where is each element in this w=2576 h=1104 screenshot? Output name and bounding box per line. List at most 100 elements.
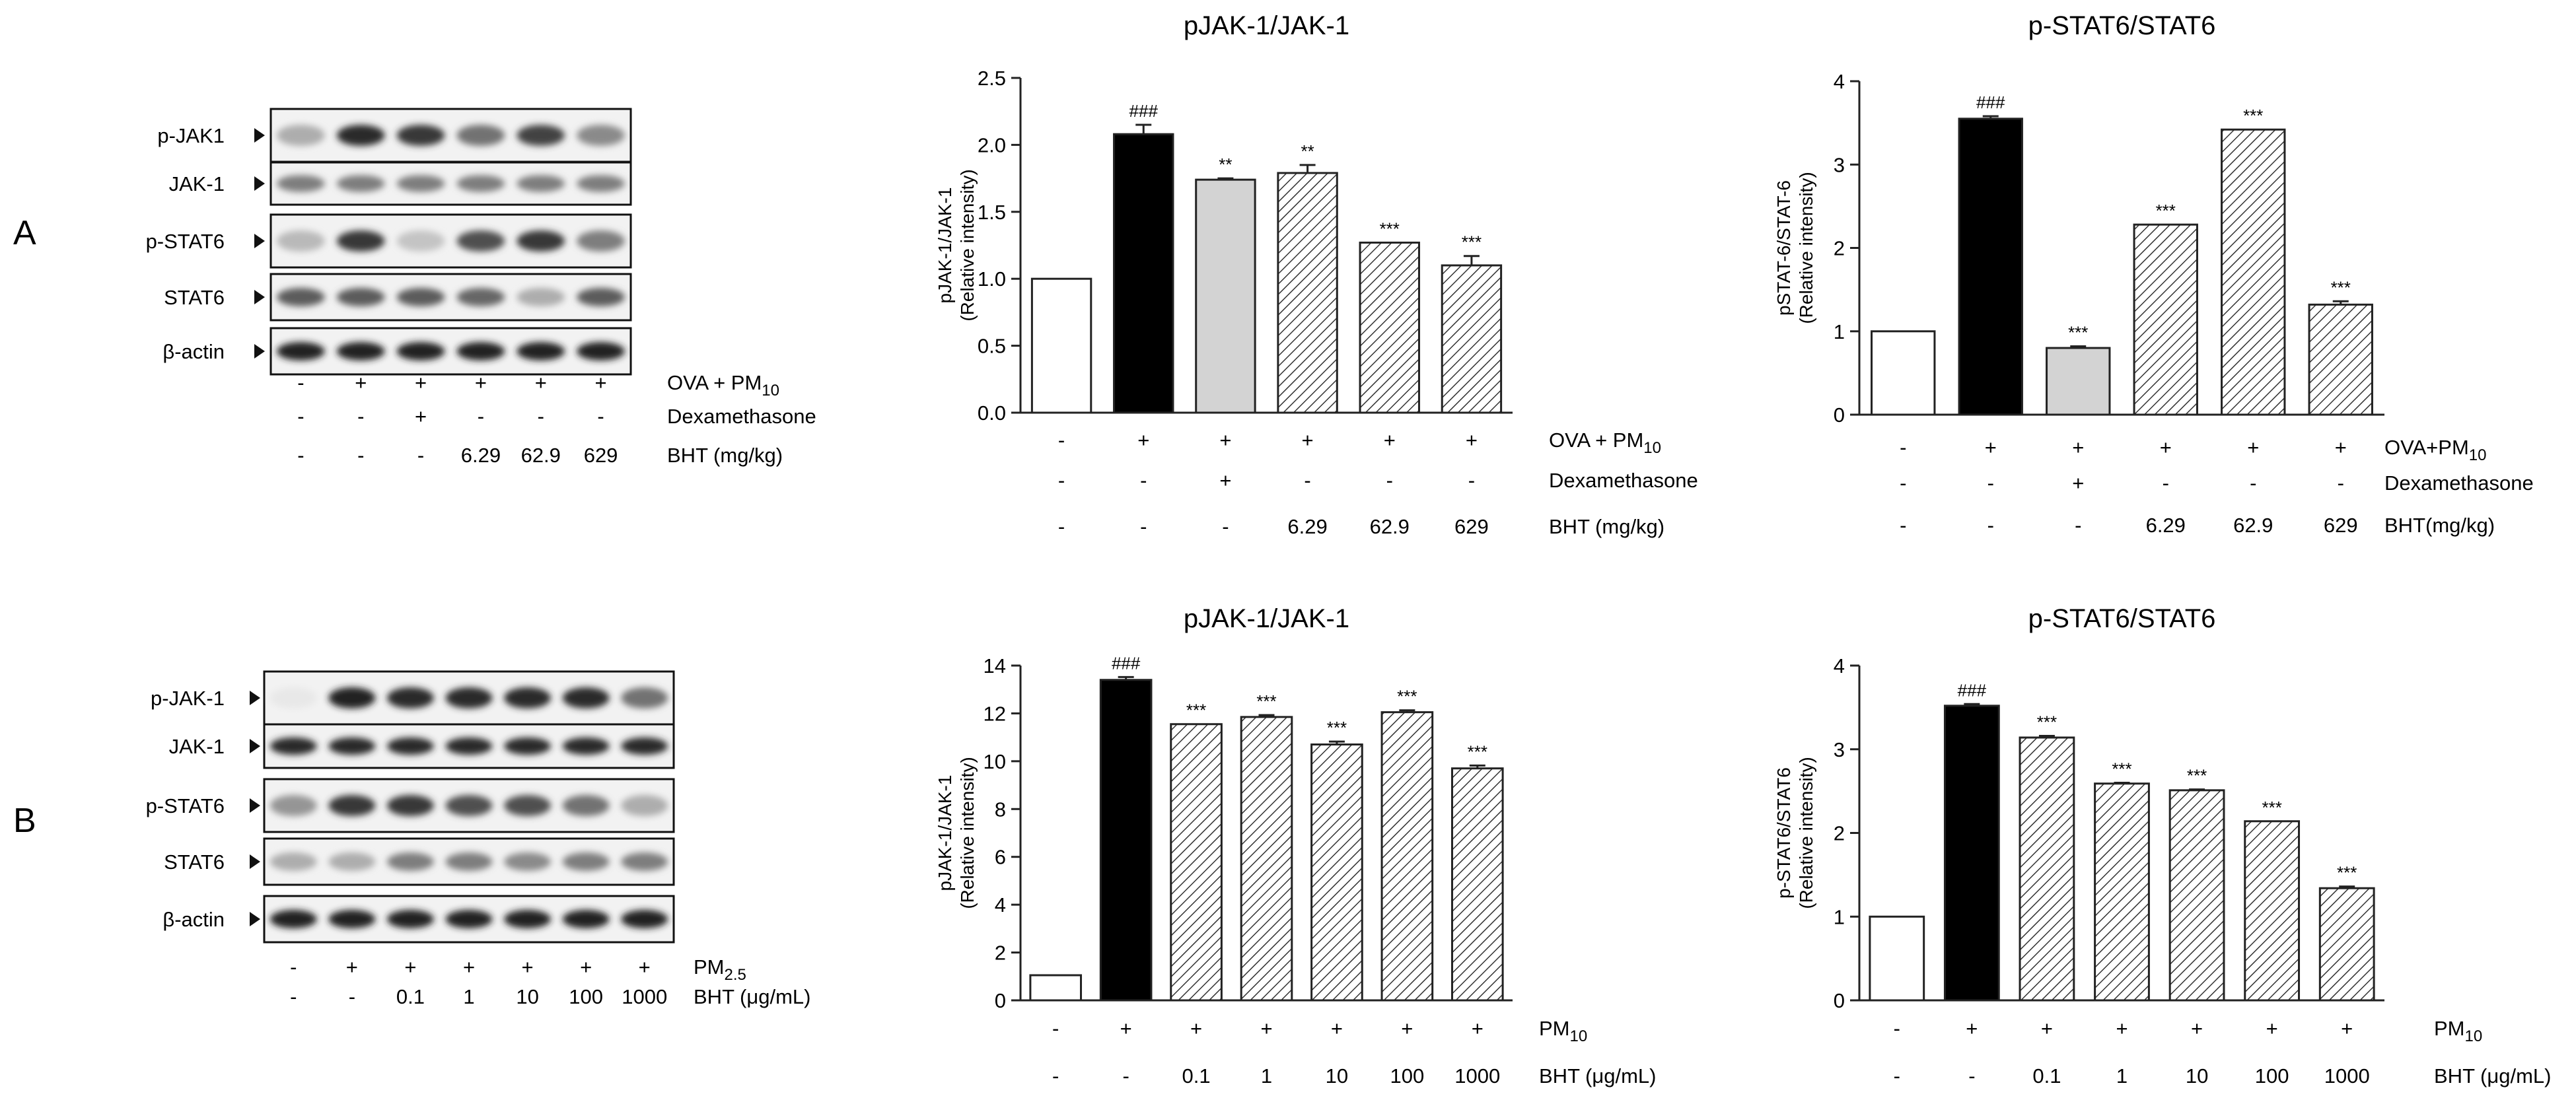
panel-label-a: A [13,214,36,252]
condition-value: - [478,405,484,428]
condition-value: - [1894,1064,1900,1087]
bar [1113,133,1174,414]
condition-value: + [2191,1017,2203,1040]
condition-value: + [639,955,651,979]
blot-band [269,737,317,755]
condition-value: - [1900,471,1906,495]
condition-value: - [2338,471,2344,495]
condition-value: - [1058,469,1065,492]
blot-band [328,795,376,816]
y-tick-label: 1.5 [978,201,1006,224]
significance-label: *** [1462,232,1482,252]
blot-band [517,288,565,306]
blot-band [277,125,325,146]
blot-strip [269,213,632,269]
blot-band [269,687,317,708]
significance-label: ### [1976,92,2005,112]
condition-value: + [1401,1017,1413,1040]
condition-value: - [1140,515,1147,538]
blot-row-label: β-actin [162,908,225,931]
bar [1441,264,1503,414]
blot-row-label: p-JAK-1 [151,687,225,710]
blot-band [621,737,668,755]
bar [2094,782,2150,1002]
y-tick-label: 0 [1834,403,1845,427]
blot-row-label: β-actin [162,340,225,363]
condition-value: - [1058,429,1065,452]
condition-value: - [1122,1064,1129,1087]
condition-value: - [1304,469,1310,492]
condition-label: OVA + PM10 [667,371,779,399]
blot-band [456,125,505,146]
y-tick-label: 2.5 [978,67,1006,90]
condition-value: + [1331,1017,1343,1040]
blot-band [336,125,385,146]
blot-strip [269,327,632,376]
bar [2244,820,2301,1002]
condition-value: - [357,444,364,467]
chart-title: p-STAT6/STAT6 [2028,11,2216,40]
condition-value: + [1120,1017,1132,1040]
bar [1943,705,2000,1002]
condition-label: Dexamethasone [1549,469,1698,492]
condition-value: + [2341,1017,2353,1040]
condition-value: 0.1 [396,985,425,1008]
significance-label: ### [1958,680,1987,700]
bar [1359,241,1420,414]
condition-value: + [1260,1017,1272,1040]
condition-label: PM10 [1539,1017,1587,1045]
condition-value: + [535,371,547,394]
y-axis-label: pSTAT-6/STAT-6 [1773,180,1794,316]
bar [2318,887,2375,1002]
condition-value: + [2072,436,2084,459]
condition-label: BHT (μg/mL) [2434,1064,2551,1087]
condition-value: 6.29 [2146,514,2186,537]
condition-value: - [297,405,304,428]
condition-label: PM2.5 [694,955,746,984]
blot-row-label: p-JAK1 [157,124,225,147]
blot-band [621,852,668,871]
condition-value: - [1052,1064,1059,1087]
bar [1869,915,1925,1002]
y-tick-label: 4 [995,893,1006,916]
blot-strip [269,108,632,163]
y-tick-label: 3 [1834,738,1845,761]
blot-band [621,795,668,816]
condition-value: - [297,444,304,467]
condition-value: + [1219,429,1231,452]
condition-value: - [1894,1017,1900,1040]
y-tick-label: 0 [995,989,1006,1012]
blot-strip [269,273,632,322]
significance-label: *** [1468,742,1487,761]
condition-value: - [349,985,355,1008]
condition-value: + [355,371,367,394]
western-blot-a: p-JAK1 JAK-1 p-STAT6 STAT6 β-actin - + + + + + OVA … [146,108,816,467]
condition-value: - [1987,514,1994,537]
y-axis-label: (Relative intensity) [1796,757,1816,909]
condition-value: + [2160,436,2172,459]
bar [1871,330,1936,416]
condition-value: - [1140,469,1147,492]
y-tick-label: 2.0 [978,133,1006,156]
condition-value: - [2075,514,2081,537]
condition-value: 0.1 [2032,1064,2061,1087]
western-blot-b: p-JAK-1 JAK-1 p-STAT6 STAT6 β-actin - + + + + + + PM… [146,670,810,1008]
condition-value: 629 [2324,514,2358,537]
significance-label: *** [1256,691,1276,711]
condition-value: 10 [516,985,538,1008]
blot-band [504,687,551,708]
blot-band [621,687,668,708]
y-axis-label: (Relative intensity) [1796,172,1816,324]
blot-band [277,342,325,361]
blot-band [277,175,325,192]
significance-label: ** [1219,155,1232,174]
arrow-icon [254,344,265,359]
arrow-icon [254,290,265,304]
bar [1170,723,1223,1002]
condition-value: + [1190,1017,1202,1040]
blot-row-label: JAK-1 [169,735,225,758]
blot-band [577,125,625,146]
bar [1380,711,1434,1002]
blot-band [336,175,385,192]
